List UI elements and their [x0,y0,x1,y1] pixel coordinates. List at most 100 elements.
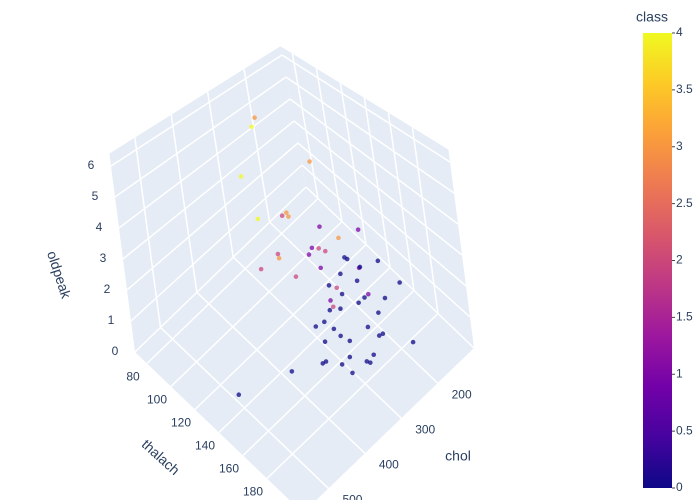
y-tick-label: 160 [219,462,239,476]
data-point [367,360,373,365]
data-point [255,216,261,222]
grid-line [110,54,283,167]
data-point [382,295,388,301]
data-point [318,265,324,271]
data-point [376,333,382,338]
grid-line [301,164,471,318]
grid-line [285,76,455,194]
data-point [252,115,257,120]
right-wall [280,46,474,348]
data-point [364,359,370,364]
data-point [338,306,343,312]
data-point [376,310,381,315]
data-point [326,283,332,288]
z-tick-label: 4 [96,220,103,234]
colorbar-tick-label: 0.5 [676,423,693,437]
data-point [322,319,327,325]
grid-line [122,120,295,260]
data-point [331,326,337,332]
data-point [320,361,326,366]
data-point [365,324,371,330]
data-point [397,280,402,285]
grid-line [387,112,415,291]
y-tick-label: 100 [147,393,167,407]
grid-line [289,98,459,225]
x-tick-label: 500 [342,493,362,500]
y-axis-title: thalach [139,436,183,478]
data-point [313,324,319,329]
data-point [275,251,281,257]
data-point [338,271,343,277]
data-point [293,274,299,279]
grid-line [339,83,367,245]
x-tick-label: 400 [379,457,399,471]
data-point [306,252,312,257]
grid-line [114,76,287,198]
grid-line [130,164,303,322]
grid-line [411,127,439,314]
grid-line [242,289,415,457]
data-point [356,300,361,306]
data-point [322,248,328,254]
data-point [249,124,254,130]
y-tick-label: 140 [195,439,215,453]
data-point [328,298,333,303]
colorbar-tick-label: 0 [676,480,683,494]
data-point [347,354,353,360]
x-tick-label: 200 [452,387,472,401]
z-tick-label: 3 [100,251,107,265]
grid-line [291,53,319,199]
colorbar-tick-label: 1 [676,366,683,380]
data-point [338,333,343,339]
data-point [362,295,367,300]
data-point [354,278,360,284]
grid-line [315,68,343,222]
data-point [258,266,264,272]
data-point [309,245,315,251]
grid-line [206,91,234,258]
data-point [339,291,345,297]
colorbar-tick-label: 2 [676,253,683,267]
colorbar [643,33,672,488]
grid-line [170,114,198,293]
grid-line [293,120,463,256]
grid-line [218,266,391,434]
y-tick-label: 180 [243,485,263,499]
grid-line [134,186,307,353]
colorbar-tick-label: 4 [676,25,683,39]
colorbar-tick-label: 3.5 [676,82,693,96]
data-point [276,255,282,261]
data-point [286,214,291,219]
grid-line [363,97,391,268]
grid-line [305,186,475,349]
grid-line [243,68,271,223]
grid-line [146,197,319,365]
grid-line [118,98,291,229]
data-point [330,304,336,310]
y-tick-label: 120 [171,416,191,430]
floor-plane [135,187,474,500]
grid-line [281,54,451,163]
data-point [279,213,285,219]
data-point [289,369,295,374]
z-tick-label: 6 [88,158,95,172]
data-point [327,307,333,313]
data-point [317,224,322,229]
data-point [375,258,381,264]
data-point [355,227,361,232]
z-tick-label: 2 [104,282,111,296]
data-point [316,246,322,251]
colorbar-tick-label: 3 [676,139,683,153]
data-point [410,339,416,345]
data-point [336,235,341,241]
colorbar-title: class [636,9,668,25]
x-axis-title: chol [445,448,471,464]
data-point [307,159,312,164]
data-point [322,339,328,345]
left-wall [109,46,307,352]
planes [109,46,475,500]
data-point [339,362,345,367]
colorbar-tick-label: 1.5 [676,310,693,324]
y-tick-label: 80 [126,370,140,384]
